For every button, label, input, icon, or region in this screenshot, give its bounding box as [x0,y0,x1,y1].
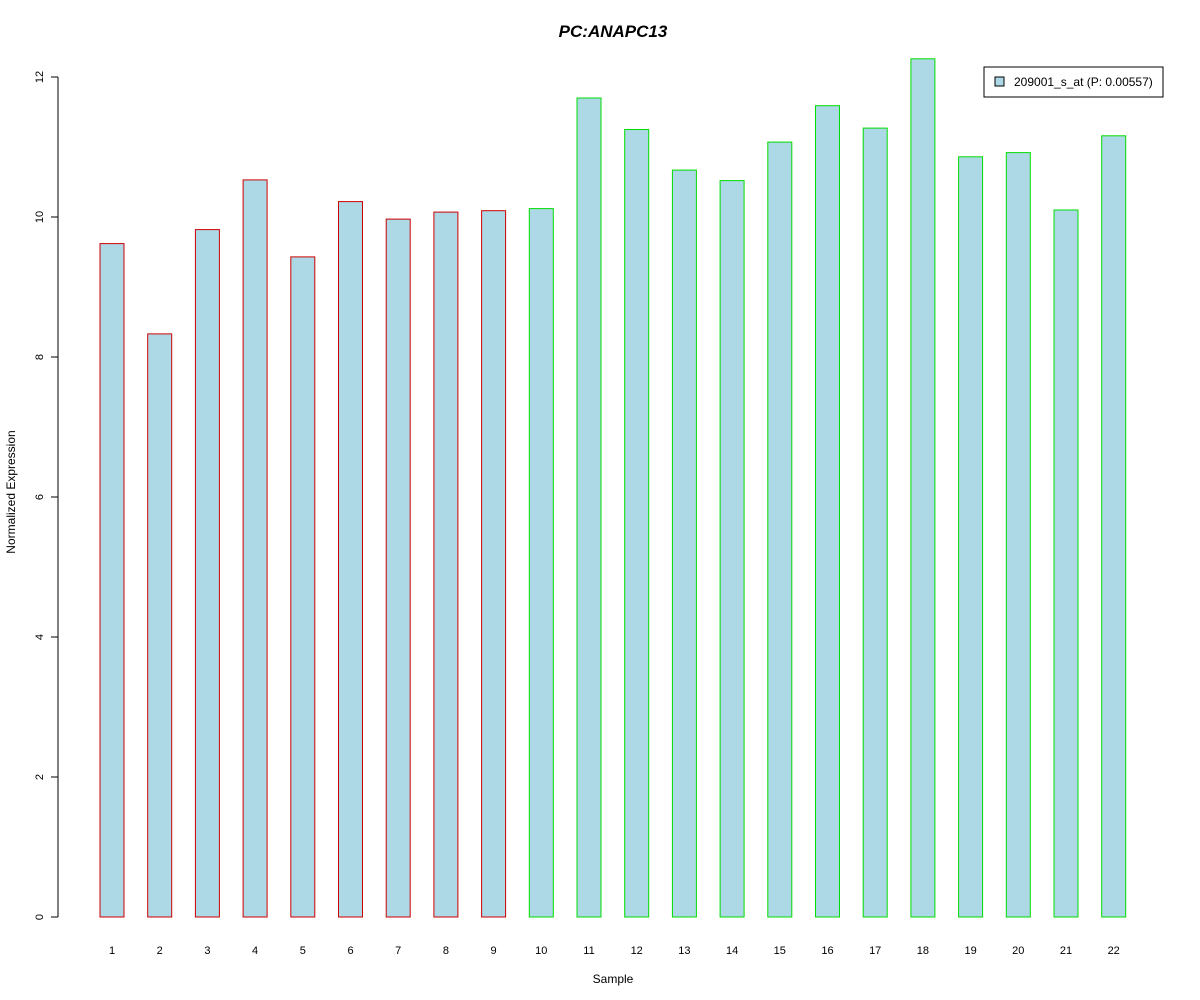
y-axis: 0 2 4 6 8 10 12 [34,71,59,920]
chart-title: PC:ANAPC13 [559,22,668,41]
y-tick-label: 0 [34,914,46,920]
bar-sample-3 [194,229,220,918]
x-tick-label: 17 [869,945,881,957]
x-tick-label: 16 [821,945,833,957]
x-tick-label: 7 [395,945,401,957]
x-tick-label: 22 [1108,945,1120,957]
bar-sample-21 [1053,209,1079,918]
bar-sample-6 [338,201,363,918]
bar-sample-13 [671,169,697,918]
y-tick-label: 2 [34,774,46,780]
bar-sample-12 [624,129,650,918]
x-tick-label: 10 [535,945,547,957]
x-tick-label: 13 [678,945,690,957]
bar-sample-1 [99,243,125,918]
x-tick-label: 14 [726,945,738,957]
bar-sample-4 [242,179,268,918]
x-tick-label: 12 [631,945,643,957]
x-tick-label: 6 [347,945,353,957]
y-tick-label: 4 [34,634,46,640]
bar-sample-17 [862,127,888,918]
x-axis-label: Sample [593,972,634,986]
x-tick-label: 19 [964,945,976,957]
y-tick-label: 6 [34,494,46,500]
y-axis-label: Normalized Expression [4,430,18,553]
legend-swatch [994,76,1005,87]
bar-sample-8 [433,211,459,918]
bar-sample-16 [815,105,840,918]
bar-sample-7 [385,218,411,918]
x-tick-label: 5 [300,945,306,957]
legend-entry: 209001_s_at (P: 0.00557) [1014,75,1153,89]
y-tick-label: 8 [34,354,46,360]
x-tick-label: 4 [252,945,258,957]
bar-sample-11 [576,97,602,918]
bar-sample-18 [910,58,936,918]
x-tick-label: 20 [1012,945,1024,957]
x-tick-label: 15 [774,945,786,957]
legend: 209001_s_at (P: 0.00557) [983,66,1164,98]
x-tick-label: 1 [109,945,115,957]
y-tick-label: 12 [34,71,46,83]
bar-sample-5 [290,256,316,918]
bar-sample-14 [719,180,745,918]
bar-sample-2 [147,333,173,918]
x-tick-label: 3 [204,945,210,957]
bar-sample-20 [1005,152,1031,918]
bar-sample-10 [528,208,554,918]
x-tick-label: 11 [583,945,594,957]
x-tick-label: 18 [917,945,929,957]
x-tick-label: 8 [443,945,449,957]
bar-sample-15 [767,141,793,918]
bars [99,58,1127,918]
x-tick-label: 9 [491,945,497,957]
x-tick-label: 21 [1060,945,1072,957]
y-tick-label: 10 [34,211,46,223]
bar-sample-19 [958,156,984,918]
x-tick-label: 2 [157,945,163,957]
bar-sample-22 [1101,135,1127,918]
legend-box [983,66,1164,98]
x-tick-labels: 1 2 3 4 5 6 7 8 9 10 11 12 13 14 15 16 17 18 19 20 21 22 [109,945,1120,957]
bar-sample-9 [481,210,507,918]
